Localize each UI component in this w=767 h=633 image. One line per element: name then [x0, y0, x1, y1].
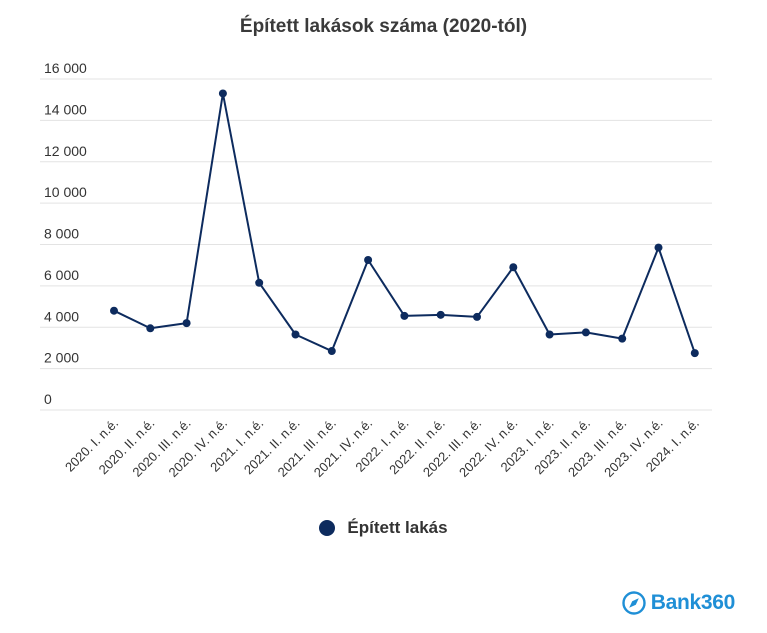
data-point [110, 306, 118, 315]
y-tick-label: 10 000 [44, 184, 87, 200]
series-points [110, 89, 699, 358]
compass-icon [622, 591, 646, 615]
y-tick-label: 0 [44, 391, 52, 407]
y-tick-label: 2 000 [44, 350, 79, 366]
data-point [327, 347, 336, 356]
legend-marker [319, 520, 336, 536]
data-point [581, 328, 590, 337]
brand-name: Bank360 [650, 591, 736, 614]
y-tick-label: 4 000 [44, 308, 79, 324]
x-axis-ticks: 2020. I. n.é.2020. II. n.é.2020. III. n.… [62, 416, 702, 480]
y-tick-label: 8 000 [44, 226, 79, 242]
data-point [473, 312, 481, 321]
data-point [255, 278, 264, 287]
data-point [509, 263, 518, 272]
data-point [218, 89, 227, 98]
data-point [364, 256, 373, 265]
data-point [545, 330, 554, 339]
data-point [618, 334, 627, 343]
data-point [654, 243, 663, 252]
gridlines [40, 78, 712, 411]
y-tick-label: 16 000 [44, 60, 87, 76]
bank360-logo: Bank360 [622, 591, 735, 615]
data-point [400, 311, 409, 320]
y-tick-label: 6 000 [44, 267, 79, 283]
data-point [436, 310, 445, 319]
y-tick-label: 12 000 [44, 143, 87, 159]
legend: Épített lakás [0, 518, 767, 538]
y-tick-label: 14 000 [44, 101, 87, 117]
data-point [291, 330, 300, 339]
y-axis-ticks: 0 2 000 4 000 6 000 8 000 10 000 12 000 14 000 1… [44, 60, 87, 407]
legend-label: Épített lakás [347, 518, 448, 537]
data-point [690, 349, 699, 358]
chart-title: Épített lakások száma (2020-tól) [239, 16, 528, 37]
data-point [146, 324, 155, 333]
data-point [182, 319, 191, 328]
